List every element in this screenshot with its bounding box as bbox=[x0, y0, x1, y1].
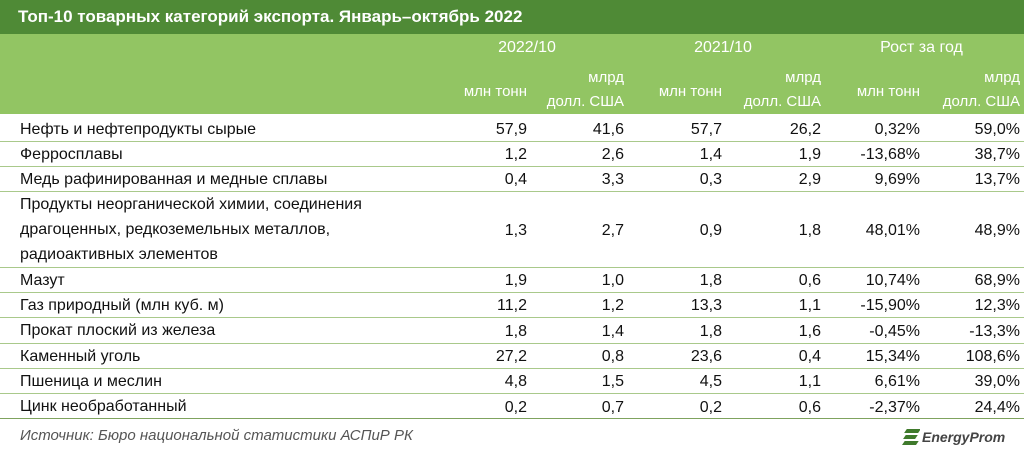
cell-value: 26,2 bbox=[789, 121, 821, 138]
row-label: Каменный уголь bbox=[20, 348, 141, 365]
cell-value: 2,6 bbox=[601, 146, 624, 163]
cell-value: 1,2 bbox=[601, 297, 624, 314]
row-label: Пшеница и меслин bbox=[20, 373, 162, 390]
cell-value: 1,1 bbox=[798, 297, 821, 314]
cell-value: -13,3% bbox=[969, 322, 1020, 340]
row-label: Мазут bbox=[20, 272, 65, 289]
cell-value: 39,0% bbox=[974, 373, 1020, 390]
cell-value: 1,8 bbox=[798, 221, 821, 239]
cell-value: 12,3% bbox=[974, 297, 1020, 314]
row-separator bbox=[0, 267, 1024, 268]
unit-header: млрд долл. США bbox=[546, 69, 624, 110]
cell-value: 4,5 bbox=[699, 373, 722, 390]
cell-value: 23,6 bbox=[690, 348, 722, 365]
cell-value: 68,9% bbox=[974, 272, 1020, 289]
title: Топ-10 товарных категорий экспорта. Янва… bbox=[18, 7, 523, 26]
row-label: Нефть и нефтепродукты сырые bbox=[20, 121, 257, 138]
cell-value: 2,9 bbox=[798, 171, 821, 188]
cell-value: 0,6 bbox=[798, 398, 821, 416]
cell-value: 13,7% bbox=[974, 171, 1020, 188]
cell-value: 24,4% bbox=[974, 398, 1020, 416]
cell-value: 1,3 bbox=[504, 221, 527, 239]
cell-value: 0,9 bbox=[699, 221, 722, 239]
cell-value: 38,7% bbox=[974, 146, 1020, 163]
cell-value: 27,2 bbox=[495, 348, 527, 365]
cell-value: 1,5 bbox=[601, 373, 624, 390]
cell-value: 1,6 bbox=[798, 322, 821, 340]
row-separator bbox=[0, 292, 1024, 293]
unit-header: млн тонн bbox=[463, 83, 527, 100]
cell-value: 1,8 bbox=[699, 322, 722, 340]
logo: EnergyProm bbox=[922, 429, 1006, 445]
cell-value: 0,3 bbox=[699, 171, 722, 188]
cell-value: 0,7 bbox=[601, 398, 624, 416]
group-header: 2022/10 bbox=[498, 39, 556, 56]
cell-value: 57,7 bbox=[690, 121, 722, 138]
cell-value: 1,8 bbox=[504, 322, 527, 340]
cell-value: 1,4 bbox=[601, 322, 624, 340]
unit-header: млрд долл. США bbox=[743, 69, 821, 110]
cell-value: -0,45% bbox=[869, 322, 920, 340]
cell-value: 59,0% bbox=[974, 121, 1020, 138]
row-label: Газ природный (млн куб. м) bbox=[20, 297, 224, 314]
cell-value: 10,74% bbox=[865, 272, 920, 289]
row-label: Прокат плоский из железа bbox=[20, 322, 216, 339]
row-separator bbox=[0, 393, 1024, 394]
cell-value: 9,69% bbox=[874, 171, 920, 188]
cell-value: 0,32% bbox=[874, 121, 920, 138]
row-separator bbox=[0, 343, 1024, 344]
cell-value: 48,9% bbox=[974, 221, 1020, 239]
cell-value: 108,6% bbox=[965, 348, 1020, 365]
cell-value: 0,6 bbox=[798, 272, 821, 289]
row-label: Медь рафинированная и медные сплавы bbox=[20, 171, 328, 188]
cell-value: 15,34% bbox=[865, 348, 920, 365]
title-bar bbox=[0, 0, 1024, 34]
cell-value: 4,8 bbox=[504, 373, 527, 390]
cell-value: -13,68% bbox=[860, 146, 920, 163]
cell-value: 1,8 bbox=[699, 272, 722, 289]
row-label: Цинк необработанный bbox=[20, 398, 187, 415]
unit-header: млрд долл. США bbox=[942, 69, 1020, 110]
cell-value: 41,6 bbox=[592, 121, 624, 138]
cell-value: -2,37% bbox=[869, 398, 920, 416]
cell-value: 2,7 bbox=[601, 221, 624, 239]
cell-value: 13,3 bbox=[690, 297, 722, 314]
header bbox=[0, 34, 1024, 114]
row-separator bbox=[0, 166, 1024, 167]
cell-value: 0,2 bbox=[699, 398, 722, 416]
cell-value: 1,9 bbox=[798, 146, 821, 163]
cell-value: 48,01% bbox=[865, 221, 920, 239]
cell-value: 0,4 bbox=[504, 171, 527, 188]
unit-header: млн тонн bbox=[856, 83, 920, 100]
cell-value: 0,2 bbox=[504, 398, 527, 416]
cell-value: 1,1 bbox=[798, 373, 821, 390]
row-separator bbox=[0, 317, 1024, 318]
row-label: Ферросплавы bbox=[20, 146, 123, 163]
cell-value: 57,9 bbox=[495, 121, 527, 138]
cell-value: 0,4 bbox=[798, 348, 821, 365]
cell-value: 1,4 bbox=[699, 146, 722, 163]
cell-value: 11,2 bbox=[497, 297, 527, 314]
footer-line bbox=[0, 418, 1024, 419]
unit-header: млн тонн bbox=[658, 83, 722, 100]
cell-value: 1,0 bbox=[601, 272, 624, 289]
cell-value: -15,90% bbox=[860, 297, 920, 314]
row-separator bbox=[0, 191, 1024, 192]
group-header: 2021/10 bbox=[694, 39, 752, 56]
group-header: Рост за год bbox=[880, 39, 963, 56]
row-label: Продукты неорганической химии, соединени… bbox=[20, 196, 362, 263]
cell-value: 6,61% bbox=[874, 373, 920, 390]
cell-value: 1,9 bbox=[504, 272, 527, 289]
row-separator bbox=[0, 368, 1024, 369]
cell-value: 0,8 bbox=[601, 348, 624, 365]
logo-icon bbox=[902, 429, 920, 445]
cell-value: 1,2 bbox=[504, 146, 527, 163]
cell-value: 3,3 bbox=[601, 171, 624, 188]
row-separator bbox=[0, 141, 1024, 142]
source: Источник: Бюро национальной статистики А… bbox=[20, 427, 413, 444]
